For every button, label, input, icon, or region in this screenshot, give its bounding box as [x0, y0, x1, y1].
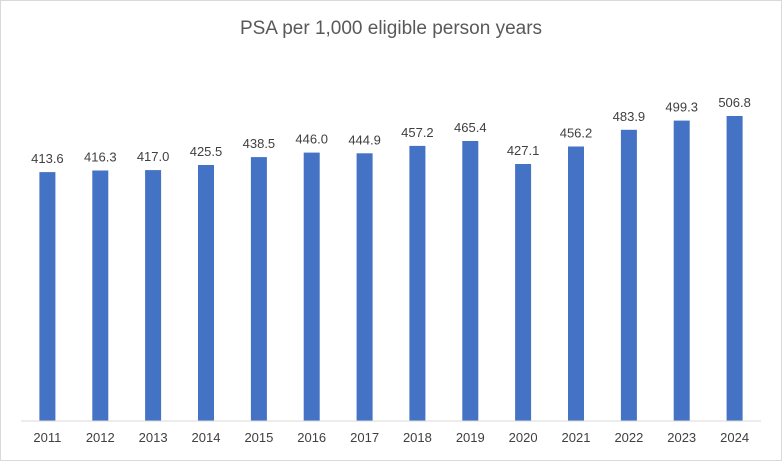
x-tick-label-2019: 2019	[456, 430, 485, 445]
x-tick-label-2015: 2015	[244, 430, 273, 445]
x-tick-label-2020: 2020	[509, 430, 538, 445]
bar-2023	[673, 120, 690, 421]
data-label-2023: 499.3	[665, 100, 698, 115]
x-tick-label-2011: 2011	[33, 430, 61, 445]
bar-2012	[92, 170, 109, 421]
data-label-2014: 425.5	[190, 144, 223, 159]
x-tick-label-2022: 2022	[614, 430, 643, 445]
bar-2021	[568, 146, 584, 421]
x-tick-label-2016: 2016	[297, 430, 326, 445]
x-tick-labels-group: 2011 2012 2013 2014 2015 2016 2017 2018 2019 2020…	[33, 430, 749, 445]
data-label-2018: 457.2	[401, 125, 434, 140]
data-label-2017: 444.9	[348, 132, 381, 147]
bar-2013	[145, 170, 162, 421]
data-label-2013: 417.0	[137, 149, 170, 164]
x-tick-label-2021: 2021	[562, 430, 591, 445]
data-label-2012: 416.3	[84, 150, 117, 165]
x-tick-label-2024: 2024	[720, 430, 749, 445]
data-label-2015: 438.5	[243, 136, 276, 151]
bar-2019	[462, 141, 479, 421]
data-label-2022: 483.9	[613, 109, 646, 124]
data-labels-group: 413.6 416.3 417.0 425.5 438.5 446.0 444.9 457.2…	[31, 95, 751, 166]
bars-group	[39, 116, 743, 422]
bar-2024	[726, 116, 743, 421]
bar-2020	[515, 164, 532, 421]
bar-2015	[250, 157, 267, 421]
data-label-2020: 427.1	[507, 143, 540, 158]
data-label-2021: 456.2	[560, 126, 593, 141]
bar-2016	[303, 152, 320, 421]
x-tick-label-2018: 2018	[403, 430, 432, 445]
data-label-2019: 465.4	[454, 120, 487, 135]
x-tick-label-2014: 2014	[192, 430, 221, 445]
bar-2014	[198, 165, 214, 421]
x-tick-label-2012: 2012	[86, 430, 115, 445]
chart-title: PSA per 1,000 eligible person years	[239, 18, 543, 39]
data-label-2011: 413.6	[31, 151, 64, 166]
x-tick-label-2023: 2023	[667, 430, 696, 445]
x-tick-label-2013: 2013	[139, 430, 168, 445]
bar-2018	[409, 145, 426, 421]
data-label-2016: 446.0	[295, 132, 328, 147]
data-label-2024: 506.8	[718, 95, 751, 110]
bar-2022	[620, 129, 637, 422]
bar-2017	[356, 153, 373, 422]
bar-2011	[39, 172, 56, 421]
x-tick-label-2017: 2017	[350, 430, 379, 445]
